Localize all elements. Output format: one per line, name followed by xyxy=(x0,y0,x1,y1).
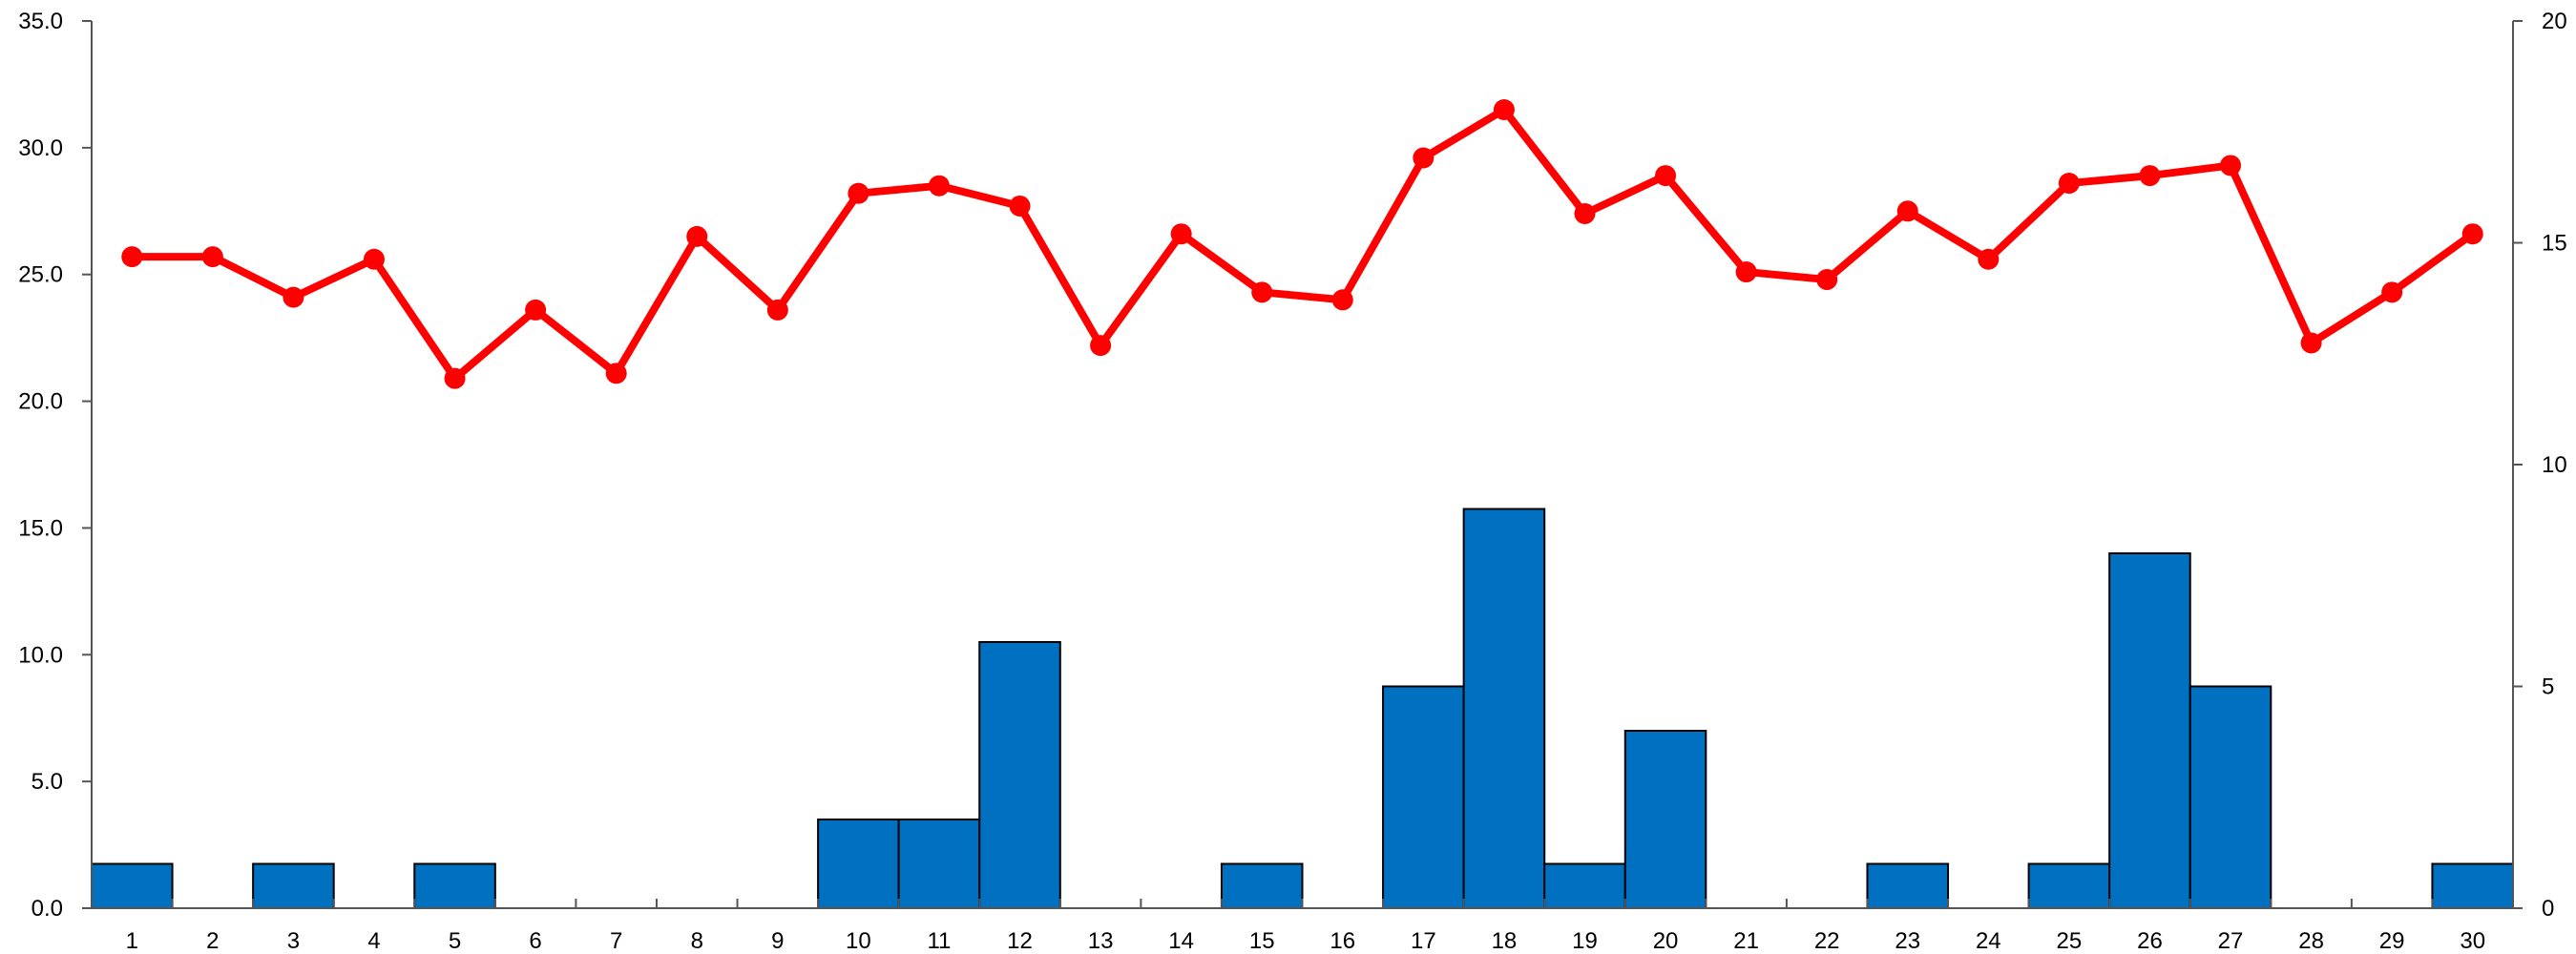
right-tick-label: 20 xyxy=(2542,9,2567,34)
bar-5 xyxy=(413,862,496,909)
bar-26 xyxy=(2108,552,2191,909)
x-tick-label: 19 xyxy=(1572,928,1598,954)
x-tick-label: 14 xyxy=(1168,928,1194,954)
bar-20 xyxy=(1623,730,1707,909)
bar-30 xyxy=(2431,862,2515,909)
right-tick-label: 15 xyxy=(2542,231,2567,257)
point-3 xyxy=(283,286,304,308)
left-tick-label: 20.0 xyxy=(18,389,63,415)
bar-11 xyxy=(897,819,981,909)
point-27 xyxy=(2220,155,2242,176)
x-tick-label: 4 xyxy=(367,928,380,954)
bar-17 xyxy=(1382,685,1465,909)
point-26 xyxy=(2139,165,2161,187)
left-tick-label: 25.0 xyxy=(18,262,63,288)
point-28 xyxy=(2300,332,2322,354)
left-tick-label: 10.0 xyxy=(18,642,63,668)
point-20 xyxy=(1655,165,1677,187)
point-22 xyxy=(1816,269,1838,291)
point-4 xyxy=(363,248,385,270)
x-tick-label: 1 xyxy=(126,928,138,954)
left-tick-label: 30.0 xyxy=(18,135,63,161)
x-axis-ticks: 1 2 3 4 5 6 7 8 9 10 11 12 13 14 15 16 17 18 19 20 21 22 23 24 2… xyxy=(126,899,2485,954)
x-tick-label: 15 xyxy=(1249,928,1275,954)
x-tick-label: 22 xyxy=(1814,928,1840,954)
point-5 xyxy=(444,367,466,389)
bar-10 xyxy=(817,819,900,909)
point-1 xyxy=(121,246,143,268)
point-9 xyxy=(766,299,788,321)
x-tick-label: 3 xyxy=(287,928,300,954)
x-tick-label: 30 xyxy=(2460,928,2485,954)
point-7 xyxy=(605,363,627,384)
point-19 xyxy=(1574,202,1596,224)
point-11 xyxy=(928,175,950,197)
left-axis-ticks: 0.0 5.0 10.0 15.0 20.0 25.0 30.0 35.0 xyxy=(18,9,92,922)
x-tick-label: 8 xyxy=(691,928,703,954)
x-tick-label: 2 xyxy=(206,928,219,954)
point-6 xyxy=(525,299,547,321)
bar-12 xyxy=(978,641,1061,909)
bar-25 xyxy=(2027,862,2111,909)
bar-19 xyxy=(1543,862,1626,909)
point-8 xyxy=(686,225,708,247)
right-tick-label: 5 xyxy=(2542,674,2554,700)
bar-1 xyxy=(91,862,174,909)
x-tick-label: 18 xyxy=(1492,928,1518,954)
x-tick-label: 17 xyxy=(1411,928,1436,954)
x-tick-label: 10 xyxy=(846,928,871,954)
x-tick-label: 6 xyxy=(529,928,541,954)
point-17 xyxy=(1413,147,1435,169)
x-tick-label: 5 xyxy=(449,928,461,954)
point-13 xyxy=(1090,335,1112,357)
x-tick-label: 26 xyxy=(2137,928,2163,954)
point-14 xyxy=(1170,223,1192,245)
line-series-path xyxy=(132,106,2476,383)
point-15 xyxy=(1251,281,1273,303)
bar-series xyxy=(91,508,2515,909)
x-tick-label: 9 xyxy=(771,928,784,954)
left-tick-label: 15.0 xyxy=(18,515,63,541)
point-30 xyxy=(2461,223,2483,245)
bar-27 xyxy=(2189,685,2272,909)
left-tick-label: 0.0 xyxy=(31,896,63,922)
x-tick-label: 21 xyxy=(1733,928,1759,954)
point-18 xyxy=(1493,99,1515,120)
point-2 xyxy=(201,246,223,268)
point-25 xyxy=(2058,173,2080,195)
left-tick-label: 35.0 xyxy=(18,9,63,34)
x-tick-label: 23 xyxy=(1895,928,1920,954)
x-tick-label: 16 xyxy=(1330,928,1355,954)
line-points xyxy=(121,99,2483,389)
left-tick-label: 5.0 xyxy=(31,769,63,795)
x-tick-label: 24 xyxy=(1976,928,2001,954)
point-21 xyxy=(1735,261,1757,283)
x-tick-label: 13 xyxy=(1088,928,1114,954)
x-tick-label: 11 xyxy=(927,928,951,954)
point-24 xyxy=(1978,248,2000,270)
bar-23 xyxy=(1866,862,1950,909)
point-16 xyxy=(1331,289,1353,311)
bar-15 xyxy=(1220,862,1304,909)
point-10 xyxy=(848,182,869,204)
right-tick-label: 10 xyxy=(2542,452,2567,478)
bar-18 xyxy=(1462,508,1546,909)
point-12 xyxy=(1009,195,1031,217)
point-29 xyxy=(2381,281,2403,303)
bar-3 xyxy=(252,862,335,909)
x-tick-label: 12 xyxy=(1007,928,1033,954)
point-23 xyxy=(1896,200,1918,222)
x-tick-label: 27 xyxy=(2218,928,2244,954)
x-tick-label: 28 xyxy=(2298,928,2324,954)
line-series xyxy=(132,106,2476,383)
x-tick-label: 25 xyxy=(2057,928,2083,954)
x-tick-label: 7 xyxy=(610,928,622,954)
x-tick-label: 20 xyxy=(1653,928,1679,954)
right-tick-label: 0 xyxy=(2542,896,2554,922)
x-tick-label: 29 xyxy=(2379,928,2405,954)
right-axis-ticks: 0 5 10 15 20 xyxy=(2513,9,2567,922)
